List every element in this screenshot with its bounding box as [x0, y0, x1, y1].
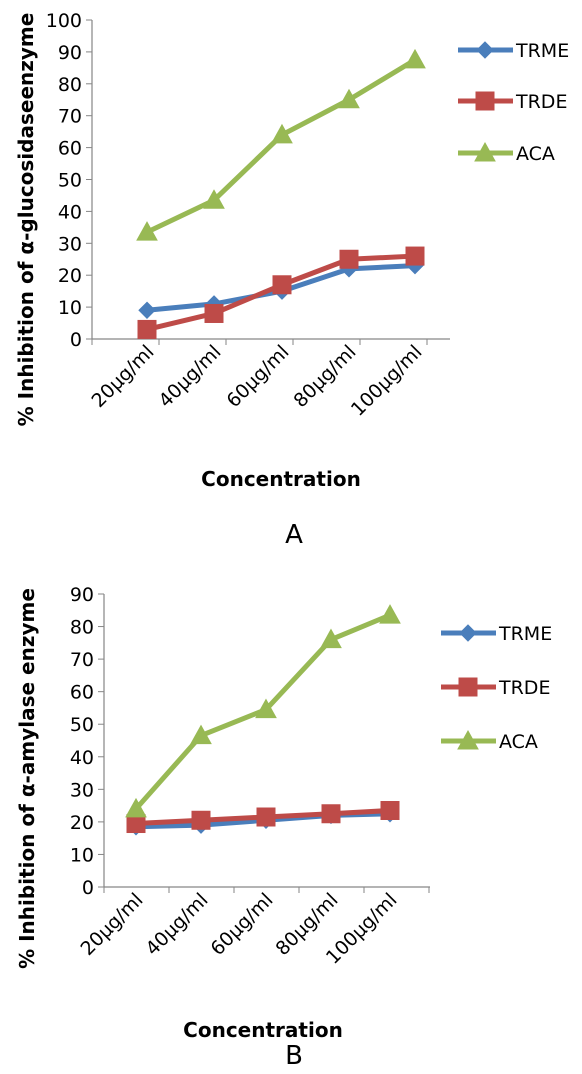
y-tick-label: 80	[70, 617, 94, 639]
data-point	[380, 800, 400, 820]
y-tick-label: 0	[82, 877, 94, 899]
x-tick-label: 40µg/ml	[141, 889, 212, 960]
y-axis-title: % Inhibition of α-amylase enzyme	[15, 588, 39, 969]
x-tick-label: 40µg/ml	[154, 341, 225, 412]
data-point	[125, 797, 147, 818]
legend-marker	[476, 41, 494, 59]
panel-label: A	[285, 520, 303, 550]
data-point	[272, 275, 292, 295]
y-tick-label: 50	[70, 714, 94, 736]
legend-label: TRDE	[498, 677, 550, 699]
y-tick-label: 50	[58, 170, 82, 192]
y-tick-label: 20	[70, 812, 94, 834]
y-tick-label: 30	[70, 779, 94, 801]
data-point	[190, 724, 212, 745]
y-tick-label: 10	[70, 844, 94, 866]
y-tick-label: 70	[70, 649, 94, 671]
series-aca	[125, 604, 401, 818]
y-tick-label: 40	[58, 201, 82, 223]
legend-label: TRDE	[515, 91, 567, 113]
data-point	[338, 88, 360, 109]
y-tick-label: 60	[70, 682, 94, 704]
data-point	[405, 246, 425, 266]
y-tick-label: 60	[58, 138, 82, 160]
y-tick-label: 80	[58, 74, 82, 96]
data-point	[204, 303, 224, 323]
x-tick-label: 60µg/ml	[206, 889, 277, 960]
chart-b: 0 10 20 30 40 50 60 70 80 90 20µg/ml40µg/ml60µg/ml…	[15, 584, 552, 1071]
data-point	[271, 123, 293, 144]
legend-label: ACA	[499, 731, 538, 753]
data-point	[321, 804, 341, 824]
data-point	[136, 221, 158, 241]
y-tick-label: 0	[70, 329, 82, 351]
chart-a: 0 10 20 30 40 50 60 70 80 90 100 20µg/ml40µg/ml60µg…	[14, 10, 569, 550]
x-axis-title: Concentration	[183, 1018, 343, 1042]
legend-marker	[474, 141, 496, 162]
y-tick-label: 90	[70, 584, 94, 606]
y-tick-label: 10	[58, 297, 82, 319]
legend-marker	[475, 91, 495, 111]
data-point	[379, 604, 401, 624]
x-tick-label: 20µg/ml	[87, 341, 158, 412]
data-point	[404, 48, 426, 69]
data-point	[339, 249, 359, 269]
legend-label: TRME	[515, 40, 569, 62]
x-tick-label: 20µg/ml	[76, 889, 147, 960]
series-line	[145, 57, 417, 235]
data-point	[137, 319, 157, 339]
y-tick-label: 20	[58, 265, 82, 287]
series-trde	[137, 246, 425, 339]
data-point	[255, 698, 277, 719]
y-tick-label: 70	[58, 106, 82, 128]
legend-marker	[458, 677, 478, 697]
y-tick-label: 90	[58, 42, 82, 64]
data-point	[203, 189, 225, 209]
y-tick-label: 30	[58, 233, 82, 255]
data-point	[138, 301, 156, 319]
series-aca	[136, 48, 426, 241]
y-tick-label: 40	[70, 747, 94, 769]
y-tick-label: 100	[46, 10, 82, 32]
y-axis-title: % Inhibition of α-glucosidaseenzyme	[14, 13, 38, 427]
legend-label: ACA	[516, 143, 555, 165]
data-point	[191, 810, 211, 830]
x-tick-label: 60µg/ml	[222, 341, 293, 412]
data-point	[320, 628, 342, 649]
panel-label: B	[285, 1041, 303, 1071]
x-axis-title: Concentration	[201, 467, 361, 491]
legend-marker	[459, 624, 477, 642]
series-trde	[126, 800, 400, 834]
data-point	[256, 807, 276, 827]
legend-marker	[457, 729, 479, 750]
x-tick-label: 100µg/ml	[347, 341, 427, 421]
legend-label: TRME	[498, 623, 552, 645]
